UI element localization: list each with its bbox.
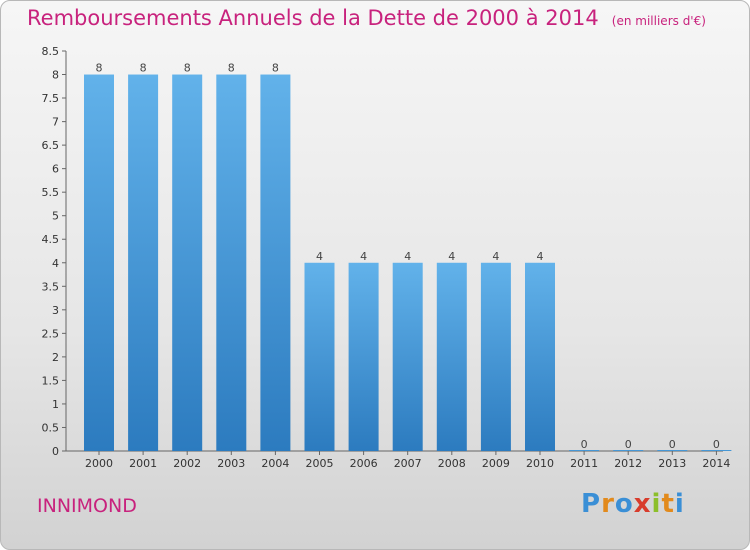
y-tick-label: 2 — [52, 351, 59, 364]
value-label: 4 — [360, 250, 367, 263]
y-tick-label: 6 — [52, 163, 59, 176]
proxiti-logo-letter: x — [633, 489, 652, 519]
y-tick-label: 0.5 — [42, 421, 60, 434]
bar-2005 — [304, 262, 335, 451]
value-label: 4 — [404, 250, 411, 263]
value-label: 4 — [492, 250, 499, 263]
bar-2007 — [392, 262, 423, 451]
y-tick-label: 7 — [52, 116, 59, 129]
proxiti-logo-letter: o — [614, 489, 634, 519]
x-tick-label: 2000 — [85, 457, 113, 470]
value-label: 4 — [448, 250, 455, 263]
x-tick-label: 2008 — [438, 457, 466, 470]
x-tick-label: 2014 — [702, 457, 730, 470]
proxiti-logo: Proxiti — [581, 489, 685, 519]
y-tick-label: 4 — [52, 257, 59, 270]
bar-2008 — [436, 262, 467, 451]
proxiti-logo-letter: t — [661, 489, 675, 519]
value-label: 0 — [713, 438, 720, 451]
bar-2013 — [657, 450, 688, 451]
chart-title: Remboursements Annuels de la Dette de 20… — [27, 6, 706, 30]
title-text: Remboursements Annuels de la Dette de 20… — [27, 6, 599, 30]
x-tick-label: 2012 — [614, 457, 642, 470]
x-tick-label: 2009 — [482, 457, 510, 470]
value-label: 8 — [184, 62, 191, 75]
y-tick-label: 0 — [52, 445, 59, 458]
x-tick-label: 2006 — [350, 457, 378, 470]
x-tick-label: 2011 — [570, 457, 598, 470]
bars — [84, 74, 732, 451]
bar-2011 — [569, 450, 600, 451]
bar-2000 — [84, 74, 114, 451]
y-tick-label: 3.5 — [42, 280, 60, 293]
x-tick-label: 2005 — [306, 457, 334, 470]
value-labels: 8 8 8 8 8 4 4 4 4 4 4 0 0 0 0 — [96, 62, 720, 451]
value-label: 0 — [625, 438, 632, 451]
x-tick-label: 2007 — [394, 457, 422, 470]
y-tick-label: 7.5 — [42, 92, 60, 105]
bar-2009 — [480, 262, 511, 451]
bar-2002 — [172, 74, 203, 451]
y-tick-label: 2.5 — [42, 327, 60, 340]
proxiti-logo-letter: i — [651, 489, 662, 519]
value-label: 8 — [140, 62, 147, 75]
y-tick-label: 4.5 — [42, 233, 60, 246]
commune-name: INNIMOND — [37, 495, 137, 517]
x-tick-label: 2004 — [261, 457, 289, 470]
bar-2003 — [216, 74, 247, 451]
y-tick-label: 8.5 — [42, 45, 60, 58]
x-tick-label: 2002 — [173, 457, 201, 470]
x-tick-label: 2013 — [658, 457, 686, 470]
x-tick-label: 2003 — [217, 457, 245, 470]
proxiti-logo-letter: i — [674, 489, 685, 519]
title-unit: (en milliers d'€) — [611, 14, 706, 28]
bar-2010 — [525, 262, 555, 451]
y-tick-label: 8 — [52, 69, 59, 82]
x-tick-label: 2001 — [129, 457, 157, 470]
bar-2001 — [128, 74, 159, 451]
y-tick-label: 5 — [52, 210, 59, 223]
y-tick-label: 6.5 — [42, 139, 60, 152]
bar-2014 — [701, 450, 732, 451]
proxiti-logo-letter: r — [601, 489, 615, 519]
y-axis: 0 0.5 1 1.5 2 2.5 3 3.5 4 4.5 5 5.5 6 6.5 7 7.5 8 8.5 — [42, 45, 67, 458]
y-tick-label: 1 — [52, 398, 59, 411]
bar-2012 — [613, 450, 644, 451]
bar-2006 — [348, 262, 379, 451]
value-label: 8 — [272, 62, 279, 75]
proxiti-logo-letter: P — [581, 489, 602, 519]
y-tick-label: 5.5 — [42, 186, 60, 199]
value-label: 4 — [316, 250, 323, 263]
x-tick-label: 2010 — [526, 457, 554, 470]
value-label: 0 — [669, 438, 676, 451]
value-label: 8 — [96, 62, 103, 75]
bar-2004 — [260, 74, 291, 451]
x-axis: 2000 2001 2002 2003 2004 2005 2006 2007 2008 2009… — [66, 450, 730, 470]
y-tick-label: 1.5 — [42, 374, 60, 387]
value-label: 0 — [581, 438, 588, 451]
value-label: 4 — [537, 250, 544, 263]
y-tick-label: 3 — [52, 304, 59, 317]
value-label: 8 — [228, 62, 235, 75]
